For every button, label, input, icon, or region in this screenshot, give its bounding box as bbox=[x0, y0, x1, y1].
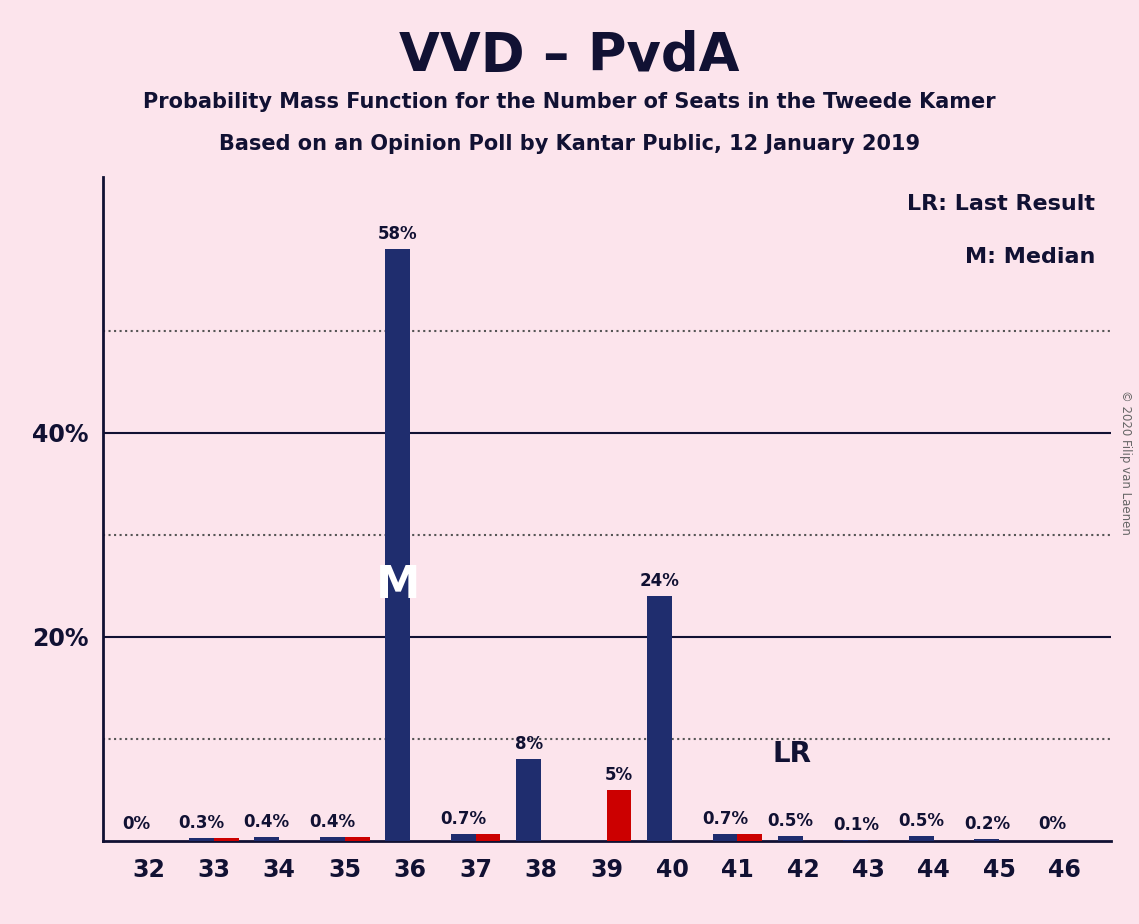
Text: 0.4%: 0.4% bbox=[244, 812, 289, 831]
Text: M: M bbox=[376, 565, 420, 607]
Bar bbox=[476, 833, 500, 841]
Bar bbox=[647, 596, 672, 841]
Text: 0.5%: 0.5% bbox=[768, 811, 813, 830]
Bar bbox=[778, 835, 803, 841]
Text: 24%: 24% bbox=[640, 572, 680, 590]
Bar bbox=[451, 833, 476, 841]
Text: VVD – PvdA: VVD – PvdA bbox=[400, 30, 739, 82]
Text: 0.4%: 0.4% bbox=[309, 812, 355, 831]
Bar bbox=[385, 249, 410, 841]
Text: 0.5%: 0.5% bbox=[899, 811, 944, 830]
Text: 0.2%: 0.2% bbox=[964, 815, 1010, 833]
Bar bbox=[974, 839, 999, 841]
Bar bbox=[607, 790, 631, 841]
Bar bbox=[189, 838, 214, 841]
Text: LR: Last Result: LR: Last Result bbox=[908, 194, 1096, 214]
Bar bbox=[713, 833, 737, 841]
Text: 0.1%: 0.1% bbox=[833, 816, 879, 833]
Text: 0%: 0% bbox=[122, 815, 150, 833]
Text: 0.7%: 0.7% bbox=[702, 809, 748, 828]
Text: 0.7%: 0.7% bbox=[440, 809, 486, 828]
Text: LR: LR bbox=[772, 740, 811, 768]
Text: 5%: 5% bbox=[605, 766, 633, 784]
Text: Probability Mass Function for the Number of Seats in the Tweede Kamer: Probability Mass Function for the Number… bbox=[144, 92, 995, 113]
Text: 0%: 0% bbox=[1039, 815, 1066, 833]
Bar bbox=[737, 833, 762, 841]
Text: M: Median: M: Median bbox=[965, 247, 1096, 267]
Bar bbox=[909, 835, 934, 841]
Text: 8%: 8% bbox=[515, 736, 542, 753]
Bar bbox=[844, 840, 868, 841]
Bar bbox=[214, 838, 239, 841]
Bar bbox=[254, 837, 279, 841]
Bar bbox=[516, 760, 541, 841]
Text: 0.3%: 0.3% bbox=[179, 814, 224, 832]
Text: © 2020 Filip van Laenen: © 2020 Filip van Laenen bbox=[1118, 390, 1132, 534]
Text: Based on an Opinion Poll by Kantar Public, 12 January 2019: Based on an Opinion Poll by Kantar Publi… bbox=[219, 134, 920, 154]
Bar bbox=[345, 837, 369, 841]
Bar bbox=[320, 837, 345, 841]
Text: 58%: 58% bbox=[378, 225, 418, 243]
